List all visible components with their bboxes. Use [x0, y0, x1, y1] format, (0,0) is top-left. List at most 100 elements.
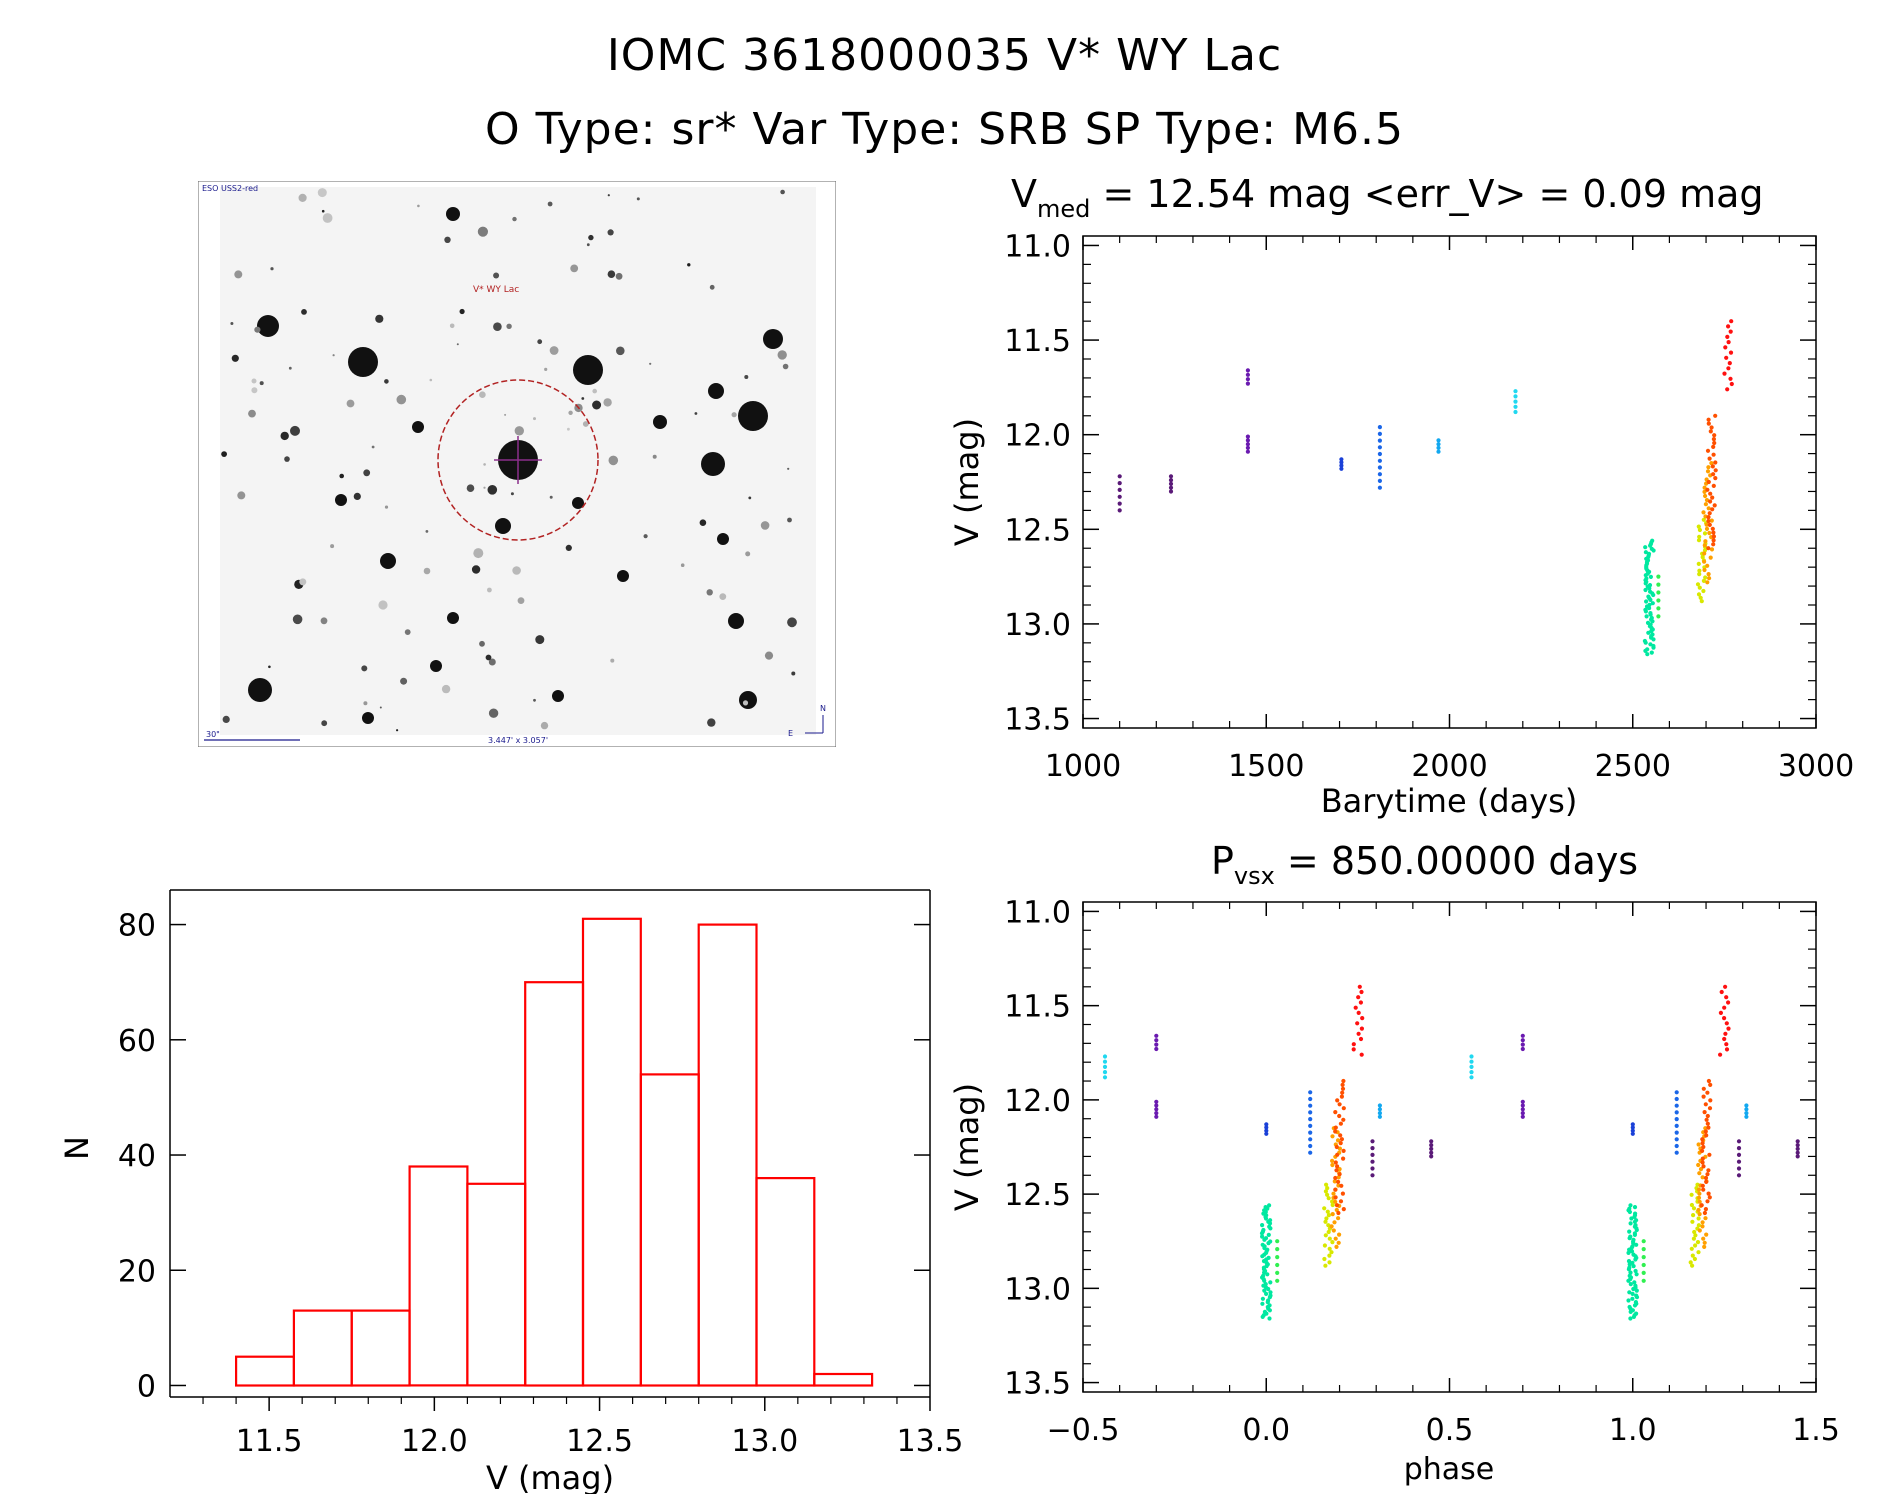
ph-point	[1260, 1254, 1265, 1259]
ph-point	[1674, 1090, 1679, 1095]
finder-star	[488, 658, 496, 666]
ph-point	[1337, 1113, 1342, 1119]
ph-point	[1696, 1216, 1701, 1221]
ph-point	[1358, 1000, 1363, 1005]
lc-point	[1651, 645, 1656, 650]
finder-star	[404, 629, 411, 635]
ph-point	[1377, 1114, 1382, 1119]
lc-point	[1656, 574, 1661, 579]
ph-ytick-label: 13.0	[1004, 1272, 1071, 1307]
lc-point	[1726, 366, 1731, 371]
ph-point	[1275, 1278, 1280, 1283]
finder-star	[544, 367, 548, 371]
finder-star	[764, 651, 774, 660]
ph-point	[1154, 1114, 1159, 1119]
ph-point	[1520, 1114, 1525, 1119]
lc-point	[1710, 495, 1715, 500]
lc-point	[1513, 409, 1518, 415]
finder-star	[384, 505, 389, 509]
finder-star	[471, 565, 481, 574]
ph-point	[1696, 1195, 1702, 1200]
finder-star	[742, 700, 749, 706]
lc-point	[1705, 448, 1711, 453]
finder-star	[230, 322, 234, 325]
ph-point	[1726, 1026, 1731, 1031]
light-curve-plot: Vmed = 12.54 mag <err_V> = 0.09 mag 1000…	[948, 172, 1854, 820]
finder-star	[493, 272, 500, 279]
target-label: V* WY Lac	[473, 285, 519, 295]
ph-point	[1626, 1278, 1631, 1283]
hist-xlabel: V (mag)	[486, 1459, 614, 1494]
lc-point	[1644, 614, 1649, 619]
finder-star	[280, 431, 289, 441]
lc-point	[1245, 368, 1250, 373]
finder-star	[380, 553, 396, 569]
ph-point	[1633, 1257, 1638, 1262]
ph-point	[1263, 1216, 1269, 1221]
ph-point	[1674, 1130, 1679, 1135]
ph-point	[1330, 1212, 1335, 1217]
ph-point	[1674, 1150, 1679, 1155]
finder-star	[567, 427, 570, 431]
lc-point	[1712, 433, 1717, 438]
ph-point	[1337, 1172, 1342, 1177]
ph-point	[1630, 1125, 1635, 1130]
lc-ytick-label: 13.5	[1004, 703, 1071, 738]
lc-point	[1711, 534, 1716, 539]
lc-point	[1702, 543, 1707, 548]
ph-point	[1333, 1110, 1338, 1115]
ph-point	[1429, 1150, 1434, 1155]
ph-point	[1795, 1154, 1800, 1159]
hist-bar	[755, 1176, 816, 1387]
ph-point	[1323, 1263, 1328, 1268]
finder-star	[512, 216, 517, 222]
ph-point	[1626, 1298, 1631, 1303]
ph-point	[1634, 1288, 1639, 1293]
finder-star	[782, 363, 789, 370]
ph-point	[1724, 1047, 1730, 1052]
finder-star	[787, 517, 792, 523]
lc-point	[1728, 376, 1733, 381]
lc-point	[1729, 381, 1734, 387]
ph-point	[1704, 1117, 1709, 1122]
ph-point	[1690, 1219, 1695, 1224]
ph-point	[1338, 1133, 1343, 1138]
lc-point	[1711, 542, 1716, 547]
ph-point	[1795, 1139, 1800, 1144]
lc-point	[1722, 371, 1727, 376]
lc-point	[1696, 538, 1702, 543]
ph-point	[1323, 1189, 1328, 1194]
lc-point	[1697, 534, 1702, 539]
ph-point	[1641, 1278, 1646, 1283]
ph-point	[1262, 1288, 1267, 1293]
finder-star	[608, 455, 619, 466]
ph-point	[1154, 1107, 1159, 1112]
ph-point	[1795, 1150, 1800, 1155]
ph-point	[1744, 1114, 1749, 1119]
lc-xtick-label: 2000	[1411, 749, 1487, 784]
ph-point	[1268, 1290, 1273, 1295]
ph-xtick-label: 1.0	[1609, 1413, 1657, 1448]
finder-star	[362, 712, 374, 724]
ph-point	[1723, 984, 1728, 989]
finder-star	[581, 397, 585, 400]
lc-point	[1643, 587, 1648, 593]
finder-star	[330, 544, 335, 549]
ph-point	[1700, 1220, 1705, 1225]
ph-point	[1689, 1192, 1694, 1197]
ph-point	[1724, 1021, 1729, 1026]
lc-point	[1643, 648, 1648, 654]
lc-point	[1701, 517, 1706, 522]
ph-point	[1631, 1286, 1636, 1292]
finder-star	[384, 379, 389, 384]
ph-point	[1723, 1031, 1728, 1036]
finder-star	[429, 378, 433, 382]
lc-point	[1706, 515, 1711, 520]
ph-point	[1674, 1096, 1679, 1102]
finder-star	[259, 381, 264, 386]
ph-point	[1326, 1223, 1331, 1228]
ph-point	[1377, 1111, 1382, 1116]
ph-point	[1702, 1240, 1707, 1245]
ph-point	[1691, 1236, 1696, 1241]
ph-point	[1154, 1033, 1159, 1038]
